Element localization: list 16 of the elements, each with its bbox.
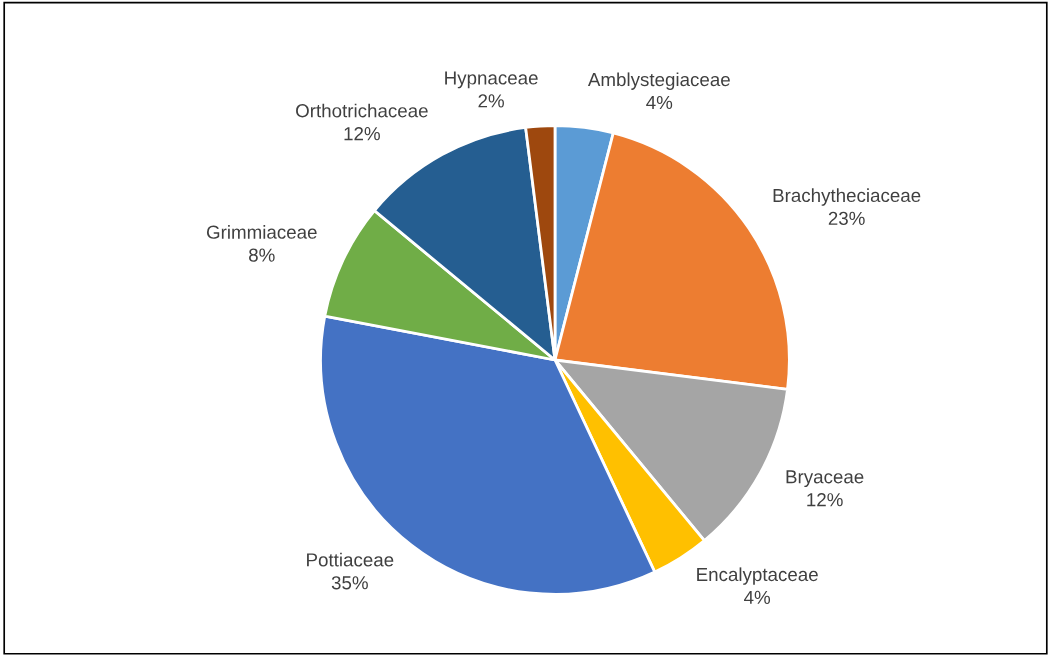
data-label: 4% — [744, 590, 771, 604]
slice-label: Amblystegiaceae — [587, 72, 730, 90]
data-label: 23% — [828, 211, 865, 225]
data-label: 4% — [646, 95, 673, 110]
slice-label: Orthotrichaceae — [296, 103, 428, 118]
slice-label: Encalyptaceae — [697, 567, 818, 585]
data-label: 12% — [344, 127, 380, 141]
slice-label: Bryaceae — [786, 470, 864, 488]
data-label: 8% — [249, 248, 275, 262]
data-label: 2% — [478, 94, 504, 108]
slice-label: Brachytheciaceae — [773, 188, 921, 206]
slice-label: Pottiaceae — [307, 552, 394, 567]
data-label: 12% — [807, 493, 843, 507]
data-label: 35% — [331, 576, 368, 590]
slice-label: Grimmiaceae — [206, 225, 317, 239]
slice-label: Hypnaceae — [445, 71, 538, 89]
